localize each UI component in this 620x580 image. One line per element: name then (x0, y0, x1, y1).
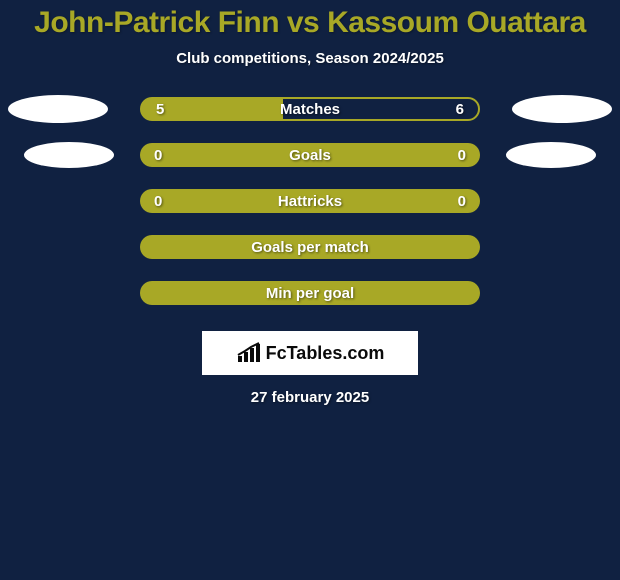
player-left-marker (8, 95, 108, 123)
chart-icon (236, 342, 262, 364)
player-right-marker (506, 142, 596, 168)
stat-left-value: 0 (154, 193, 162, 210)
stat-row-mpg: Min per goal (0, 281, 620, 305)
player-right-marker (512, 95, 612, 123)
logo-text: FcTables.com (266, 343, 385, 364)
stat-bar: Min per goal (140, 281, 480, 305)
player-left-marker (24, 142, 114, 168)
stat-row-hattricks: 0 Hattricks 0 (0, 189, 620, 213)
stat-bar: 5 Matches 6 (140, 97, 480, 121)
stat-right-value: 6 (456, 101, 464, 118)
stat-label: Hattricks (278, 193, 342, 210)
brand-logo: FcTables.com (202, 331, 418, 375)
stat-left-value: 5 (156, 101, 164, 118)
main-container: John-Patrick Finn vs Kassoum Ouattara Cl… (0, 0, 620, 406)
subtitle: Club competitions, Season 2024/2025 (176, 50, 444, 67)
stat-label: Min per goal (266, 285, 354, 302)
page-title: John-Patrick Finn vs Kassoum Ouattara (34, 6, 586, 40)
stat-row-gpm: Goals per match (0, 235, 620, 259)
stat-row-goals: 0 Goals 0 (0, 143, 620, 167)
date-label: 27 february 2025 (251, 389, 369, 406)
stat-right-value: 0 (458, 147, 466, 164)
stat-row-matches: 5 Matches 6 (0, 97, 620, 121)
stat-label: Goals (289, 147, 331, 164)
stat-label: Matches (280, 101, 340, 118)
stat-bar: Goals per match (140, 235, 480, 259)
stat-label: Goals per match (251, 239, 369, 256)
stat-bar: 0 Hattricks 0 (140, 189, 480, 213)
stat-left-value: 0 (154, 147, 162, 164)
stat-right-value: 0 (458, 193, 466, 210)
stat-bar: 0 Goals 0 (140, 143, 480, 167)
logo-inner: FcTables.com (236, 342, 385, 364)
